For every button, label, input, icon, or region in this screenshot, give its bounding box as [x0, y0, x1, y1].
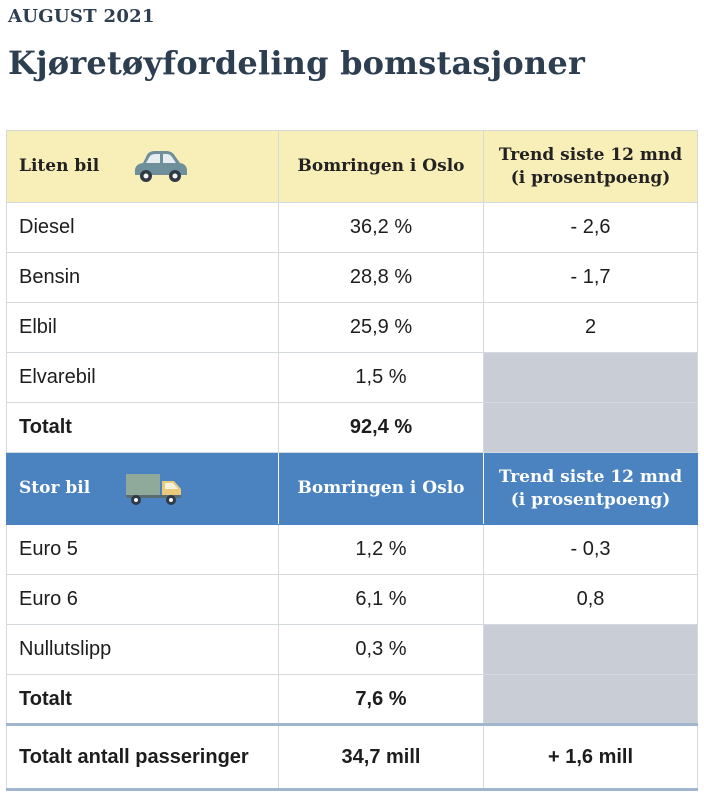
row-trend: 0,8 — [483, 574, 698, 625]
row-share: 6,1 % — [278, 574, 484, 625]
row-share: 1,5 % — [278, 352, 484, 403]
empty-trend-cell — [483, 352, 698, 403]
large-car-trend-header: Trend siste 12 mnd (i prosentpoeng) — [483, 452, 698, 525]
trend-header-line2: (i prosentpoeng) — [510, 167, 671, 188]
summary-value: 34,7 mill — [278, 723, 484, 791]
table-row: Bensin 28,8 % - 1,7 — [6, 252, 698, 303]
table-row: Elvarebil 1,5 % — [6, 352, 698, 403]
row-label: Bensin — [6, 252, 279, 303]
page-title: Kjøretøyfordeling bomstasjoner — [8, 44, 585, 82]
row-label: Elbil — [6, 302, 279, 353]
row-label: Euro 6 — [6, 574, 279, 625]
row-trend: - 1,7 — [483, 252, 698, 303]
trend-header-line1: Trend siste 12 mnd — [498, 144, 683, 165]
row-label: Diesel — [6, 202, 279, 253]
row-label: Euro 5 — [6, 524, 279, 575]
total-share: 7,6 % — [278, 674, 484, 725]
trend-header-line1: Trend siste 12 mnd — [498, 466, 683, 487]
large-car-header-row: Stor bil Bomringen i Oslo Trend siste 12… — [6, 452, 698, 525]
large-car-category-header: Stor bil — [6, 452, 279, 525]
empty-trend-cell — [483, 402, 698, 453]
trend-header-line2: (i prosentpoeng) — [510, 489, 671, 510]
date-kicker: AUGUST 2021 — [8, 6, 155, 27]
small-car-header-row: Liten bil Bomringen i Oslo Trend siste 1… — [6, 130, 698, 203]
table-row: Nullutslipp 0,3 % — [6, 624, 698, 675]
empty-trend-cell — [483, 624, 698, 675]
row-trend: - 0,3 — [483, 524, 698, 575]
empty-trend-cell — [483, 674, 698, 725]
total-label: Totalt — [6, 402, 279, 453]
row-share: 36,2 % — [278, 202, 484, 253]
truck-icon — [126, 473, 182, 505]
small-car-share-header: Bomringen i Oslo — [278, 130, 484, 203]
table-row: Diesel 36,2 % - 2,6 — [6, 202, 698, 253]
total-share: 92,4 % — [278, 402, 484, 453]
small-car-label: Liten bil — [19, 156, 100, 176]
row-share: 0,3 % — [278, 624, 484, 675]
summary-label: Totalt antall passeringer — [6, 723, 279, 791]
row-label: Nullutslipp — [6, 624, 279, 675]
row-share: 28,8 % — [278, 252, 484, 303]
table-row: Euro 5 1,2 % - 0,3 — [6, 524, 698, 575]
row-share: 1,2 % — [278, 524, 484, 575]
table-row: Elbil 25,9 % 2 — [6, 302, 698, 353]
total-label: Totalt — [6, 674, 279, 725]
table-row: Euro 6 6,1 % 0,8 — [6, 574, 698, 625]
row-label: Elvarebil — [6, 352, 279, 403]
summary-trend: + 1,6 mill — [483, 723, 698, 791]
large-car-label: Stor bil — [19, 478, 91, 498]
row-share: 25,9 % — [278, 302, 484, 353]
small-car-trend-header: Trend siste 12 mnd (i prosentpoeng) — [483, 130, 698, 203]
row-trend: - 2,6 — [483, 202, 698, 253]
car-icon — [135, 150, 188, 182]
large-car-share-header: Bomringen i Oslo — [278, 452, 484, 525]
small-car-total-row: Totalt 92,4 % — [6, 402, 698, 453]
large-car-total-row: Totalt 7,6 % — [6, 674, 698, 725]
summary-row: Totalt antall passeringer 34,7 mill + 1,… — [6, 723, 698, 791]
row-trend: 2 — [483, 302, 698, 353]
vehicle-distribution-table: Liten bil Bomringen i Oslo Trend siste 1… — [6, 130, 698, 791]
small-car-category-header: Liten bil — [6, 130, 279, 203]
